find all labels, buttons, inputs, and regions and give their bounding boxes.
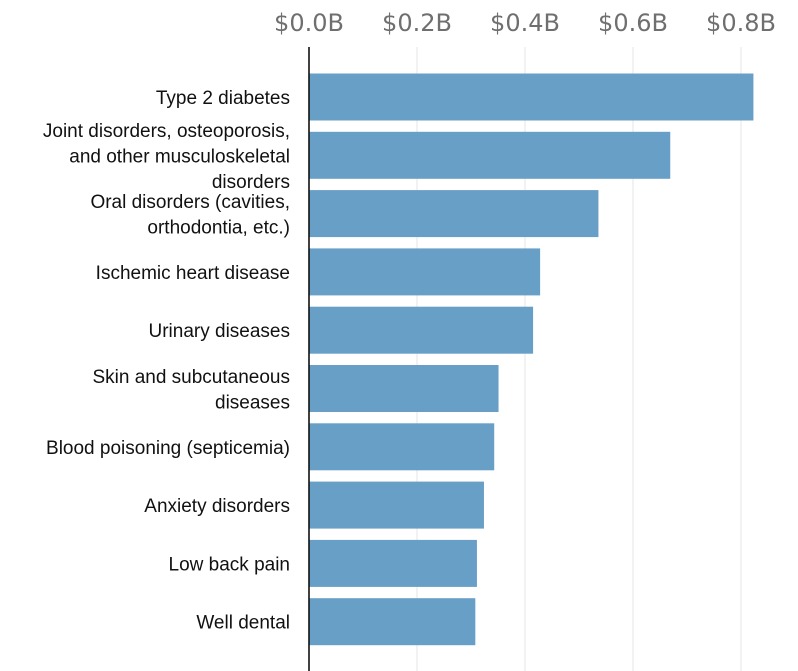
bar — [309, 539, 477, 587]
bar — [309, 481, 484, 529]
bar — [309, 190, 599, 238]
x-tick-label: $0.8B — [706, 9, 776, 37]
category-label: Joint disorders, osteoporosis, and other … — [43, 121, 290, 193]
category-label: Urinary diseases — [149, 321, 291, 342]
bar — [309, 423, 495, 471]
category-label: Blood poisoning (septicemia) — [46, 438, 290, 459]
category-label: Anxiety disorders — [144, 496, 290, 517]
bar — [309, 131, 671, 179]
category-label: Ischemic heart disease — [96, 263, 290, 284]
category-label: Skin and subcutaneous diseases — [92, 367, 290, 414]
category-label: Type 2 diabetes — [156, 88, 290, 109]
bar — [309, 365, 499, 412]
x-tick-label: $0.6B — [598, 9, 668, 37]
bar — [309, 598, 476, 646]
category-label: Low back pain — [169, 554, 290, 575]
bar — [309, 248, 541, 296]
bar — [309, 73, 754, 121]
category-labels: Type 2 diabetes Joint disorders, osteopor… — [43, 88, 290, 634]
category-label: Well dental — [196, 613, 290, 634]
x-tick-label: $0.4B — [490, 9, 560, 37]
x-tick-label: $0.0B — [274, 9, 344, 37]
bars — [309, 73, 754, 646]
bar — [309, 306, 534, 354]
x-tick-label: $0.2B — [382, 9, 452, 37]
category-label: Oral disorders (cavities, orthodontia, et… — [90, 192, 290, 239]
x-axis-ticks: $0.0B $0.2B $0.4B $0.6B $0.8B — [274, 9, 776, 37]
